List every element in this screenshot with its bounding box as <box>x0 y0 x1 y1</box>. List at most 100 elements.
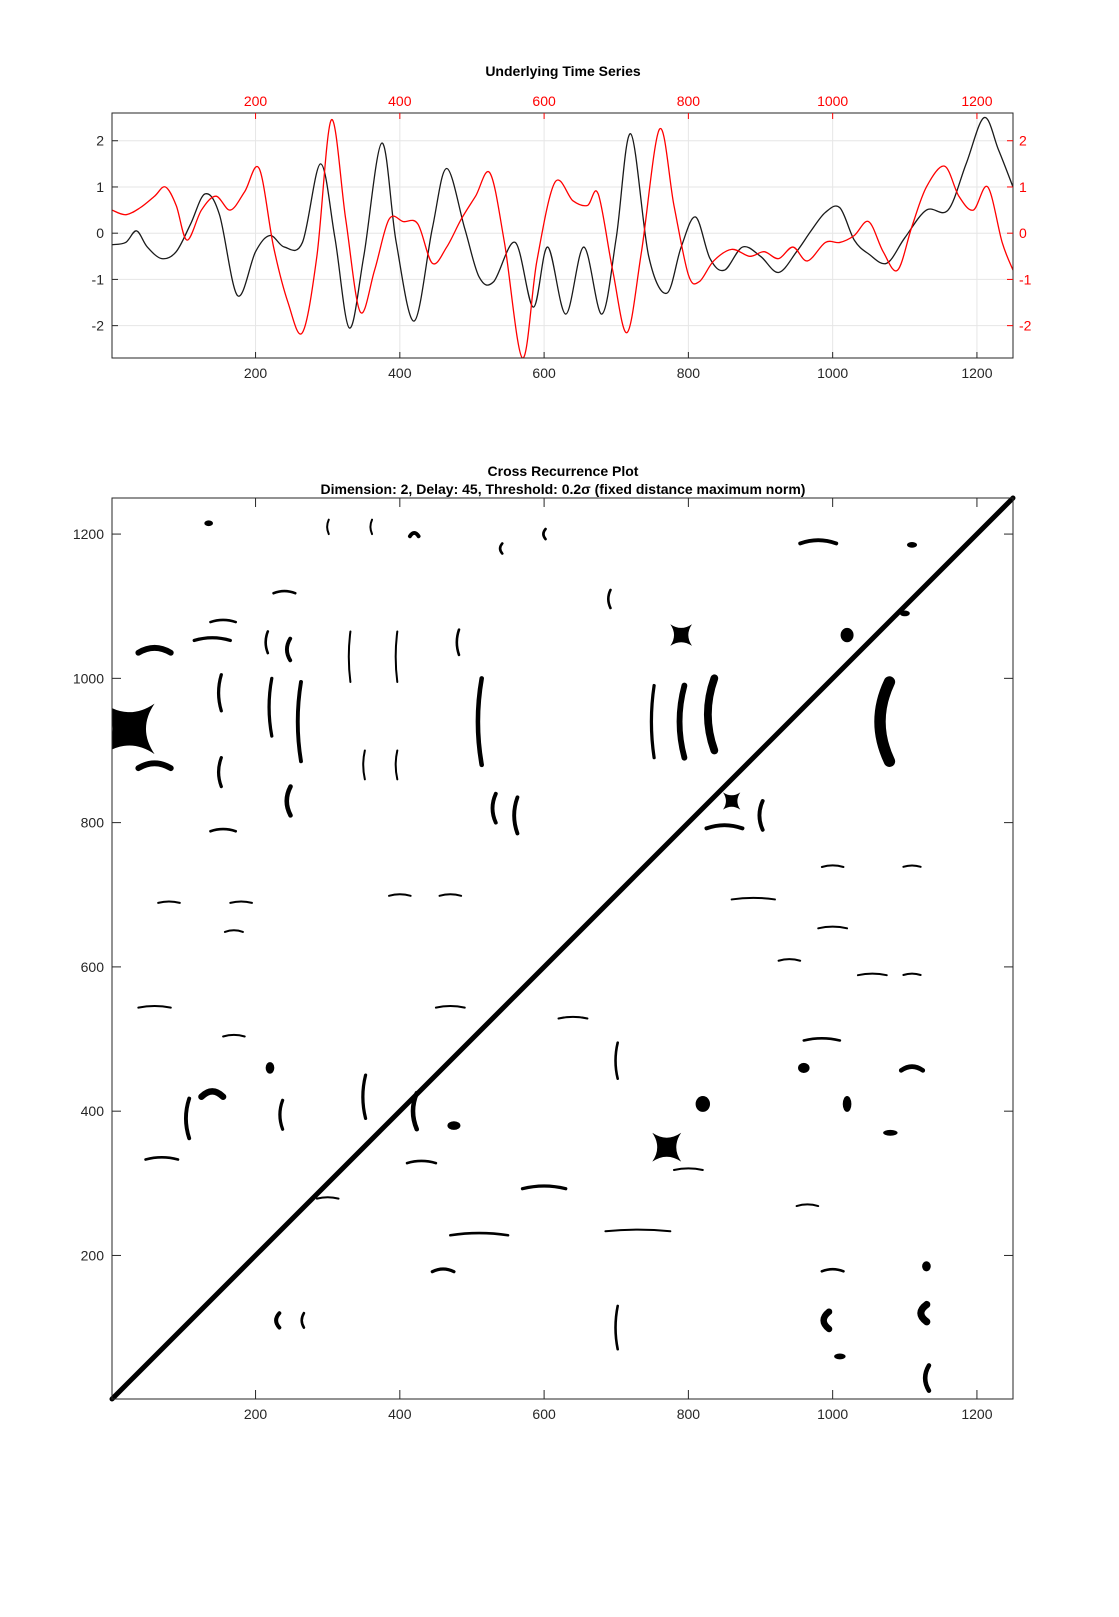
crp-arc-blob <box>498 542 504 555</box>
ts-x-tick-label: 600 <box>532 365 556 381</box>
ts-x-tick-label: 1200 <box>961 365 992 381</box>
series-red-line <box>112 119 1013 358</box>
crp-x-tick-label: 1200 <box>961 1406 992 1422</box>
crp-recurrence-points <box>112 518 932 1393</box>
crp-arc-blob <box>430 1267 456 1274</box>
crp-arc-blob <box>455 628 461 657</box>
crp-subtitle: Dimension: 2, Delay: 45, Threshold: 0.2σ… <box>321 481 806 497</box>
series-black-line <box>112 116 1013 329</box>
ts-top-x-tick-label: 1200 <box>961 93 992 109</box>
crp-arc-blob <box>388 893 412 897</box>
ts-x-tick-label: 200 <box>244 365 268 381</box>
crp-arc-blob <box>264 630 270 655</box>
ts-x-tick-label: 800 <box>677 365 701 381</box>
crp-dot-blob <box>842 1096 852 1112</box>
crp-arc-blob <box>917 1300 931 1326</box>
crp-arc-blob <box>183 1096 192 1141</box>
crp-line-of-identity <box>109 495 1016 1402</box>
crp-arc-blob <box>144 1156 180 1161</box>
crp-arc-blob <box>874 676 896 767</box>
crp-arc-blob <box>347 630 352 683</box>
crp-arc-blob <box>394 630 399 683</box>
time-series-frame <box>111 112 1014 359</box>
crp-dot-blob <box>798 1062 810 1073</box>
crp-cross-blob <box>112 703 155 755</box>
crp-arc-blob <box>676 682 688 761</box>
crp-arc-blob <box>229 900 253 904</box>
crp-arc-blob <box>777 958 802 962</box>
crp-arc-blob <box>798 538 839 546</box>
crp-y-tick-label: 1200 <box>73 526 104 542</box>
crp-arc-blob <box>216 673 223 713</box>
cross-recurrence-chart: Cross Recurrence Plot Dimension: 2, Dela… <box>73 463 1016 1422</box>
crp-arc-blob <box>607 588 612 610</box>
time-series-ticks: 2002004004006006008008001000100012001200… <box>92 93 1032 381</box>
ts-top-x-tick-label: 800 <box>677 93 701 109</box>
crp-arc-blob <box>361 1073 368 1121</box>
crp-title: Cross Recurrence Plot <box>488 463 639 479</box>
crp-arc-blob <box>157 900 181 904</box>
crp-arc-blob <box>405 1159 438 1165</box>
ts-right-y-tick-label: 0 <box>1019 225 1027 241</box>
crp-dot-blob <box>447 1121 461 1130</box>
crp-arc-blob <box>817 925 849 930</box>
crp-arc-blob <box>672 1167 704 1171</box>
ts-top-x-tick-label: 600 <box>532 93 556 109</box>
ts-right-y-tick-label: 1 <box>1019 179 1027 195</box>
crp-arc-blob <box>856 972 888 977</box>
crp-arc-blob <box>267 676 274 738</box>
crp-arc-blob <box>272 589 297 595</box>
crp-x-tick-label: 800 <box>677 1406 701 1422</box>
crp-arc-blob <box>475 676 484 768</box>
time-series-chart: Underlying Time Series 20020040040060060… <box>92 63 1032 381</box>
crp-arc-blob <box>198 1088 227 1100</box>
crp-arc-blob <box>278 1098 285 1131</box>
crp-dot-blob <box>204 520 213 527</box>
crp-arc-blob <box>614 1304 619 1351</box>
crp-dot-blob <box>840 627 854 643</box>
crp-arc-blob <box>369 518 374 536</box>
crp-arc-blob <box>300 1311 306 1329</box>
ts-y-tick-label: 0 <box>96 225 104 241</box>
crp-arc-blob <box>520 1184 568 1191</box>
crp-arc-blob <box>135 760 174 772</box>
crp-arc-blob <box>223 929 244 933</box>
crp-x-tick-label: 600 <box>532 1406 556 1422</box>
crp-arc-blob <box>730 896 776 901</box>
crp-arc-blob <box>902 972 922 977</box>
crp-dot-blob <box>883 1129 898 1136</box>
crp-arc-blob <box>326 518 330 536</box>
crp-arc-blob <box>284 636 293 663</box>
crp-arc-blob <box>757 799 765 832</box>
crp-x-tick-label: 200 <box>244 1406 268 1422</box>
ts-right-y-tick-label: 2 <box>1019 133 1027 149</box>
crp-y-tick-label: 1000 <box>73 670 104 686</box>
crp-arc-blob <box>614 1041 619 1081</box>
crp-x-tick-label: 400 <box>388 1406 412 1422</box>
crp-arc-blob <box>542 527 547 541</box>
crp-arc-blob <box>557 1015 589 1020</box>
ts-y-tick-label: -2 <box>92 318 105 334</box>
crp-y-tick-label: 400 <box>81 1103 105 1119</box>
crp-blob-group <box>112 518 932 1393</box>
crp-arc-blob <box>295 680 303 764</box>
crp-arc-blob <box>604 1228 672 1233</box>
crp-dot-blob <box>834 1353 846 1360</box>
crp-dot-blob <box>695 1096 711 1112</box>
ts-right-y-tick-label: -1 <box>1019 271 1032 287</box>
crp-arc-blob <box>315 1196 340 1200</box>
time-series-grid <box>112 113 1013 358</box>
time-series-title: Underlying Time Series <box>485 63 641 79</box>
crp-arc-blob <box>135 644 174 656</box>
crp-arc-blob <box>898 1064 926 1073</box>
crp-arc-blob <box>434 1005 466 1009</box>
ts-y-tick-label: 2 <box>96 133 104 149</box>
crp-y-tick-label: 600 <box>81 959 105 975</box>
crp-arc-blob <box>795 1203 820 1208</box>
crp-arc-blob <box>209 618 238 624</box>
ts-top-x-tick-label: 400 <box>388 93 412 109</box>
ts-x-tick-label: 400 <box>388 365 412 381</box>
crp-arc-blob <box>137 1005 172 1009</box>
crp-arc-blob <box>922 1363 932 1393</box>
crp-arc-blob <box>490 791 498 825</box>
